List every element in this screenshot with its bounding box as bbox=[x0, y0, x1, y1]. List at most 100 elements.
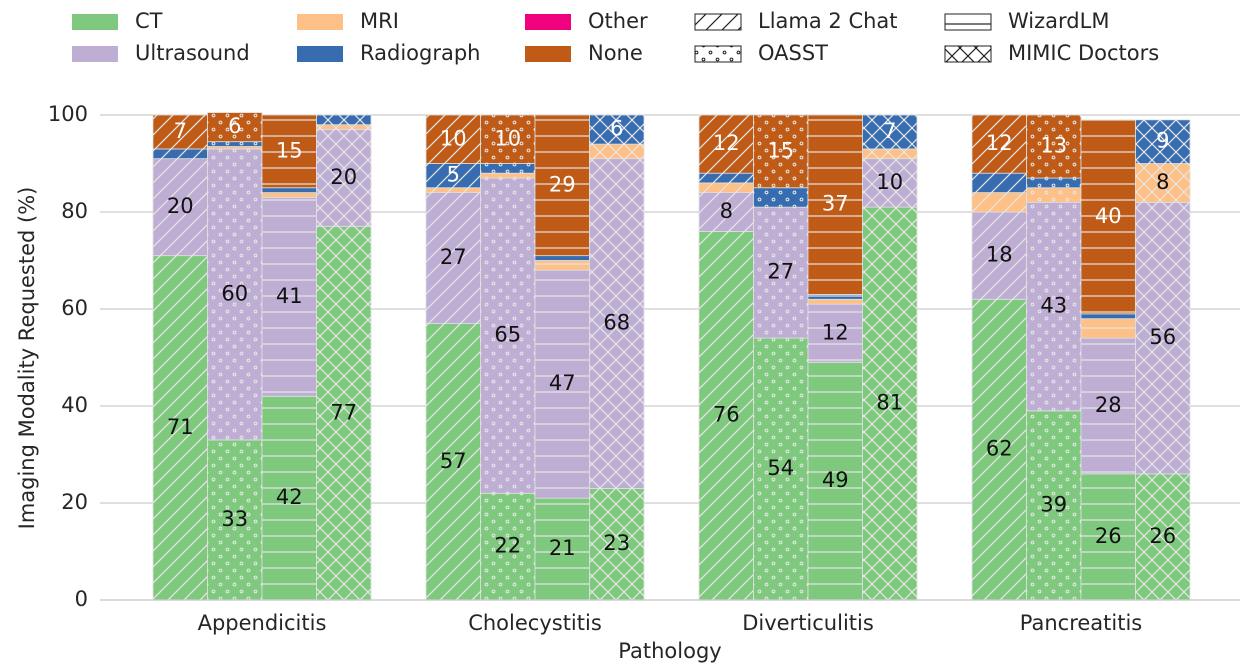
bar-segment bbox=[698, 182, 754, 193]
data-label: 62 bbox=[986, 437, 1013, 461]
bar-segment bbox=[698, 172, 754, 184]
data-label: 60 bbox=[221, 281, 248, 305]
x-axis-label: Pathology bbox=[618, 639, 721, 663]
bar-segment bbox=[1026, 177, 1082, 189]
bar-segment bbox=[971, 172, 1027, 193]
legend-label: Radiograph bbox=[360, 41, 480, 65]
data-label: 26 bbox=[1095, 524, 1122, 548]
bar-segment bbox=[753, 187, 809, 208]
data-label: 13 bbox=[1040, 134, 1067, 158]
bar-segment bbox=[807, 298, 863, 305]
legend-label: OASST bbox=[758, 41, 828, 65]
bar-segment bbox=[807, 294, 863, 300]
bar-segment bbox=[534, 255, 590, 261]
bar-segment bbox=[261, 192, 317, 198]
x-tick-label: Cholecystitis bbox=[468, 611, 602, 635]
data-label: 7 bbox=[174, 119, 187, 143]
legend-swatch bbox=[694, 13, 742, 31]
x-tick-label: Diverticulitis bbox=[742, 611, 874, 635]
data-label: 10 bbox=[440, 126, 467, 150]
legend-swatch bbox=[72, 14, 118, 30]
legend-swatch bbox=[525, 14, 571, 30]
data-label: 15 bbox=[276, 138, 303, 162]
data-label: 20 bbox=[330, 165, 357, 189]
bar-segment bbox=[480, 172, 536, 179]
x-tick-label: Pancreatitis bbox=[1020, 611, 1142, 635]
y-tick-label: 40 bbox=[61, 393, 88, 417]
legend-swatch bbox=[297, 14, 343, 30]
bar-segment bbox=[207, 141, 263, 147]
bar-segment bbox=[534, 260, 590, 271]
bar-segment bbox=[425, 187, 481, 193]
data-label: 39 bbox=[1040, 492, 1067, 516]
data-label: 42 bbox=[276, 485, 303, 509]
data-label: 37 bbox=[822, 192, 849, 216]
data-label: 5 bbox=[447, 163, 460, 187]
bar-segment bbox=[1080, 313, 1136, 320]
data-label: 49 bbox=[822, 468, 849, 492]
data-label: 28 bbox=[1095, 393, 1122, 417]
data-label: 21 bbox=[549, 536, 576, 560]
data-label: 6 bbox=[228, 114, 241, 138]
legend-label: MIMIC Doctors bbox=[1008, 41, 1159, 65]
data-label: 40 bbox=[1095, 204, 1122, 228]
data-label: 20 bbox=[167, 194, 194, 218]
data-label: 27 bbox=[440, 245, 467, 269]
data-label: 27 bbox=[767, 260, 794, 284]
data-label: 8 bbox=[1156, 170, 1169, 194]
data-label: 23 bbox=[603, 531, 630, 555]
data-label: 7 bbox=[883, 119, 896, 143]
legend-swatch bbox=[944, 45, 992, 63]
bar-segment bbox=[862, 148, 918, 160]
data-label: 56 bbox=[1149, 325, 1176, 349]
y-tick-label: 60 bbox=[61, 296, 88, 320]
data-label: 71 bbox=[167, 415, 194, 439]
data-label: 68 bbox=[603, 311, 630, 335]
data-label: 54 bbox=[767, 456, 794, 480]
data-label: 33 bbox=[221, 507, 248, 531]
data-label: 76 bbox=[713, 403, 740, 427]
bar-segment bbox=[971, 192, 1027, 213]
data-label: 12 bbox=[986, 131, 1013, 155]
data-label: 65 bbox=[494, 323, 521, 347]
data-label: 47 bbox=[549, 371, 576, 395]
legend-swatch bbox=[694, 45, 742, 63]
legend-label: MRI bbox=[360, 9, 399, 33]
data-label: 12 bbox=[713, 131, 740, 155]
legend-label: Llama 2 Chat bbox=[758, 9, 898, 33]
bar-segment bbox=[316, 114, 372, 126]
legend-swatch bbox=[72, 46, 118, 62]
y-tick-label: 20 bbox=[61, 490, 88, 514]
data-label: 12 bbox=[822, 320, 849, 344]
y-tick-label: 100 bbox=[48, 102, 88, 126]
data-label: 9 bbox=[1156, 129, 1169, 153]
legend-label: CT bbox=[135, 9, 163, 33]
data-label: 57 bbox=[440, 449, 467, 473]
bar-segment bbox=[316, 124, 372, 130]
y-tick-label: 80 bbox=[61, 199, 88, 223]
data-label: 15 bbox=[767, 138, 794, 162]
data-label: 43 bbox=[1040, 294, 1067, 318]
data-label: 8 bbox=[720, 199, 733, 223]
data-label: 81 bbox=[876, 391, 903, 415]
data-label: 29 bbox=[549, 172, 576, 196]
bar-segment bbox=[1026, 187, 1082, 203]
data-label: 26 bbox=[1149, 524, 1176, 548]
data-label: 41 bbox=[276, 284, 303, 308]
legend-label: WizardLM bbox=[1008, 9, 1109, 33]
bar-segment bbox=[589, 143, 645, 160]
y-axis-label: Imaging Modality Requested (%) bbox=[15, 187, 39, 530]
legend-swatch bbox=[297, 46, 343, 62]
data-label: 18 bbox=[986, 243, 1013, 267]
x-tick-label: Appendicitis bbox=[198, 611, 327, 635]
legend-swatch bbox=[944, 13, 992, 31]
legend-label: Ultrasound bbox=[135, 41, 250, 65]
bar-segment bbox=[152, 148, 208, 160]
legend-label: Other bbox=[588, 9, 648, 33]
legend-swatch bbox=[525, 46, 571, 62]
bar-segment bbox=[261, 187, 317, 193]
data-label: 22 bbox=[494, 534, 521, 558]
y-tick-label: 0 bbox=[75, 587, 88, 611]
data-label: 77 bbox=[330, 400, 357, 424]
